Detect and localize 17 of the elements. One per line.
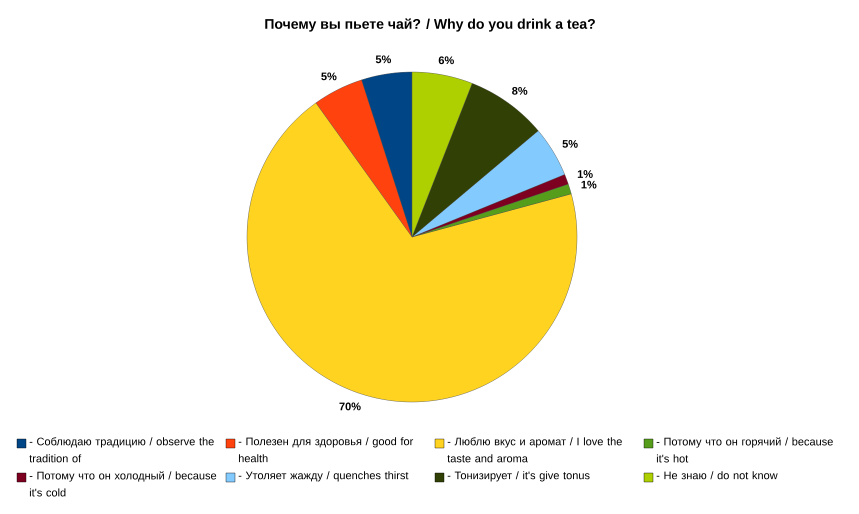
legend-label: - Утоляет жажду / quenches thirst: [238, 471, 408, 482]
data-label: 5%: [562, 140, 578, 148]
legend-label: - Потому что он горячий / because it's hot: [656, 437, 833, 462]
legend-label: - Полезен для здоровья / good for health: [238, 437, 414, 462]
data-label: 1%: [578, 170, 593, 178]
legend-label: - Тонизирует / it's give tonus: [448, 471, 590, 482]
legend-label: - Люблю вкус и аромат / I love the taste and aroma: [447, 437, 622, 462]
legend-label: - Не знаю / do not know: [656, 471, 778, 480]
data-label: 1%: [582, 180, 596, 188]
chart-title: Почему вы пьете чай? / Why do you drink a tea?: [265, 18, 595, 32]
legend-label: - Потому что он холодный / because it's cold: [30, 471, 216, 496]
data-label: 5%: [321, 72, 337, 80]
data-label: 5%: [376, 55, 392, 64]
data-label: 70%: [339, 402, 361, 410]
data-label: 8%: [512, 86, 528, 95]
data-label: 6%: [438, 56, 454, 64]
legend-label: - Соблюдаю традицию / observe the tradition of: [29, 437, 214, 462]
